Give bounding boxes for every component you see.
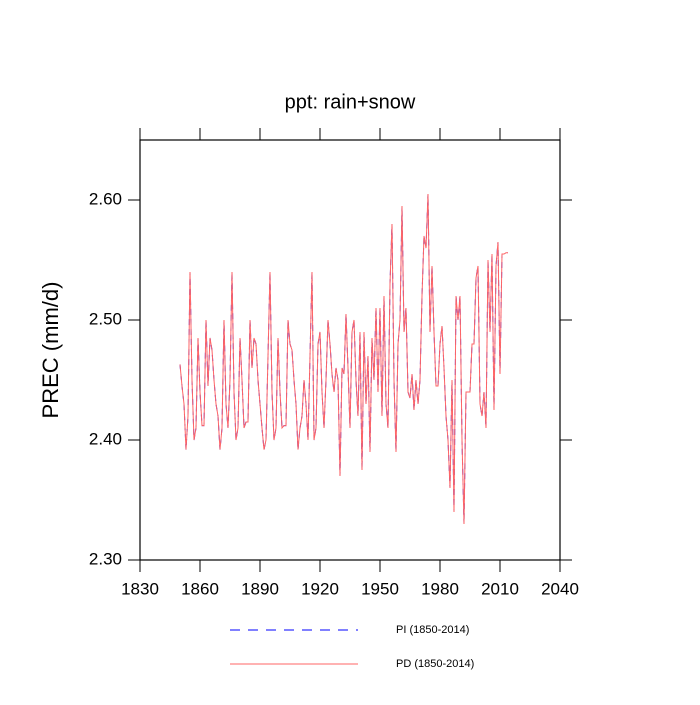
x-tick-label: 1980: [421, 579, 459, 598]
legend-label: PD (1850-2014): [396, 658, 474, 670]
x-tick-label: 2010: [481, 579, 519, 598]
series-line: [179, 193, 508, 525]
x-tick-label: 1860: [181, 579, 219, 598]
y-tick-label: 2.30: [89, 549, 122, 568]
y-tick-label: 2.40: [89, 429, 122, 448]
y-tick-label: 2.60: [89, 189, 122, 208]
x-tick-label: 1950: [361, 579, 399, 598]
x-tick-label: 1920: [301, 579, 339, 598]
chart-title: ppt: rain+snow: [285, 91, 416, 113]
plot-frame: [139, 139, 561, 561]
y-axis-label: PREC (mm/d): [38, 282, 63, 419]
x-tick-label: 2040: [541, 579, 579, 598]
y-tick-label: 2.50: [89, 309, 122, 328]
x-tick-label: 1830: [121, 579, 159, 598]
legend-label: PI (1850-2014): [396, 624, 469, 636]
x-tick-label: 1890: [241, 579, 279, 598]
